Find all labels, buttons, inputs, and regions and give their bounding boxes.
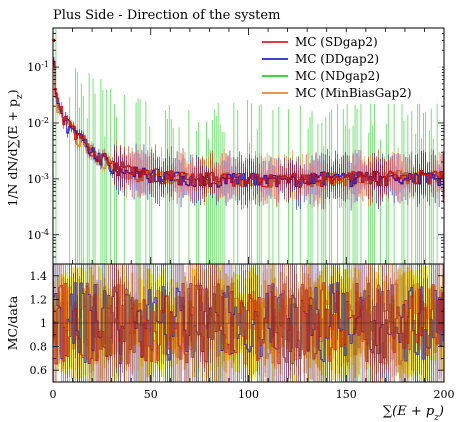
nd-error-bar	[100, 79, 102, 264]
nd-error-bar	[221, 131, 223, 264]
nd-error-bar	[94, 94, 96, 265]
nd-error-bar	[104, 136, 106, 264]
nd-error-bar	[207, 139, 209, 264]
axis-ticks: 10-1 10-2 10-3 10-4 0.6 0.8 1 1.2 1.4 0 50 100 150 20…	[27, 27, 455, 401]
ratio-y-tick-label: 1.4	[30, 270, 48, 283]
x-tick-label: 0	[50, 388, 57, 401]
nd-error-bar	[82, 96, 84, 264]
nd-error-bar	[69, 96, 71, 264]
nd-error-bar	[151, 153, 153, 264]
ratio-y-tick-label: 0.8	[30, 341, 48, 354]
nd-error-bar	[292, 156, 293, 264]
nd-error-bar	[76, 72, 78, 264]
ratio-y-axis-label: MC/data	[5, 295, 20, 350]
legend-label: MC (DDgap2)	[295, 52, 379, 66]
x-tick-label: 200	[434, 388, 455, 401]
nd-error-bar	[110, 88, 112, 264]
nd-error-bar	[421, 138, 423, 264]
legend: MC (SDgap2) MC (DDgap2) MC (NDgap2) MC (Min…	[258, 32, 442, 104]
ratio-y-tick-label: 0.6	[30, 364, 48, 377]
nd-error-bar	[149, 126, 151, 264]
x-tick-label: 50	[144, 388, 158, 401]
top-y-axis-label: 1/N dN/d∑(E + pz)	[5, 89, 25, 206]
legend-background	[258, 32, 442, 104]
nd-error-bar	[92, 78, 94, 264]
legend-label: MC (NDgap2)	[295, 69, 380, 83]
nd-error-bar	[88, 73, 90, 265]
series-line-mc-sdgap2-	[53, 62, 444, 188]
nd-error-bar	[106, 89, 108, 264]
nd-error-bar	[432, 138, 434, 264]
x-tick-label: 150	[336, 388, 357, 401]
nd-error-bar	[209, 149, 211, 264]
top-panel-series	[52, 28, 444, 265]
y-tick-label: 10-1	[27, 60, 49, 75]
y-tick-label: 10-3	[27, 171, 49, 186]
nd-error-bar	[223, 132, 225, 264]
y-tick-label: 10-4	[27, 227, 49, 242]
nd-error-bar	[74, 68, 76, 265]
ratio-y-tick-label: 1.2	[30, 293, 48, 306]
nd-error-bar	[268, 155, 270, 264]
x-tick-label: 100	[238, 388, 259, 401]
nd-error-bar	[102, 90, 104, 264]
nd-error-bar	[55, 28, 57, 264]
legend-label: MC (MinBiasGap2)	[295, 86, 412, 100]
nd-error-bar	[415, 133, 417, 264]
ratio-line-mc-sdgap2-	[53, 282, 444, 365]
nd-error-bar	[86, 118, 88, 264]
nd-error-bar	[80, 83, 82, 264]
y-tick-label: 10-2	[27, 115, 49, 130]
legend-label: MC (SDgap2)	[295, 35, 378, 49]
x-axis-label: ∑(E + pz)	[383, 404, 444, 422]
nd-error-bar	[116, 116, 118, 264]
ratio-y-tick-label: 1	[40, 317, 47, 330]
nd-error-bar	[78, 107, 80, 265]
chart-title: Plus Side - Direction of the system	[53, 8, 280, 23]
